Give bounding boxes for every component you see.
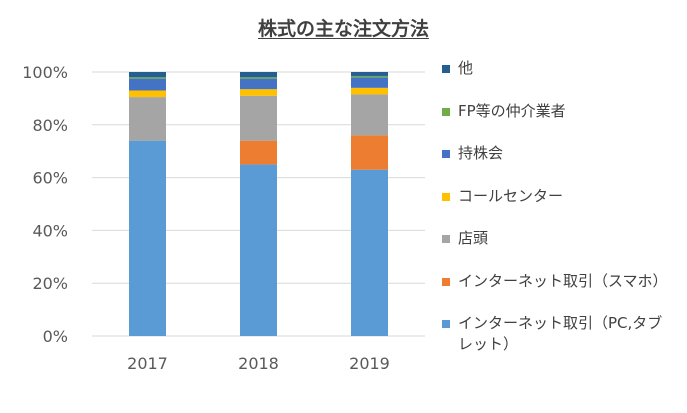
bar-segment-2017-2 — [129, 97, 166, 141]
legend-swatch — [442, 277, 450, 286]
bar-segment-2019-2 — [351, 94, 388, 136]
legend-swatch — [442, 107, 450, 116]
bar-segment-2017-4 — [129, 78, 166, 91]
bar-segment-2019-6 — [351, 72, 388, 76]
legend-swatch — [442, 320, 450, 328]
bar-segment-2019-3 — [351, 87, 388, 95]
legend-item: インターネット取引（PC,タブレット） — [442, 313, 682, 356]
x-tick-label: 2017 — [127, 354, 168, 373]
legend-label: インターネット取引（PC,タブレット） — [458, 314, 663, 353]
legend-label: FP等の仲介業者 — [458, 101, 566, 120]
bar-segment-2017-5 — [129, 77, 166, 79]
legend-label: 持株会 — [458, 144, 504, 162]
x-tick-label: 2019 — [349, 354, 390, 373]
legend-swatch — [442, 192, 450, 201]
bar-segment-2017-3 — [129, 90, 166, 98]
legend-swatch — [442, 235, 450, 243]
x-tick-label: 2018 — [238, 354, 279, 373]
bar-segment-2019-1 — [351, 135, 388, 170]
legend-item: コールセンター — [442, 186, 682, 229]
y-tick-label: 60% — [32, 169, 68, 188]
bar-segment-2017-0 — [129, 140, 166, 336]
legend-item: 持株会 — [442, 143, 682, 186]
bar-segment-2018-3 — [240, 89, 277, 96]
bar-segment-2018-2 — [240, 95, 277, 141]
legend-label: 店頭 — [458, 229, 489, 247]
bar-segment-2018-5 — [240, 77, 277, 79]
legend-item: 店頭 — [442, 228, 682, 271]
legend-label: 他 — [458, 59, 474, 77]
y-tick-label: 20% — [32, 274, 68, 293]
legend-item: FP等の仲介業者 — [442, 101, 682, 144]
bar-segment-2019-4 — [351, 77, 388, 88]
bar-segment-2017-6 — [129, 72, 166, 78]
bar-segment-2019-5 — [351, 75, 388, 78]
bar-segment-2018-4 — [240, 78, 277, 90]
bar-segment-2018-0 — [240, 164, 277, 336]
legend-label: コールセンター — [458, 186, 564, 205]
y-tick-label: 40% — [32, 221, 68, 240]
y-tick-label: 100% — [22, 63, 68, 82]
legend: 他 FP等の仲介業者 持株会コールセンター 店頭インターネット取引（スマホ） インターネ… — [442, 58, 682, 356]
legend-item: インターネット取引（スマホ） — [442, 271, 682, 314]
bar-segment-2019-0 — [351, 169, 388, 336]
legend-swatch — [442, 65, 450, 73]
legend-label: インターネット取引（スマホ） — [458, 271, 668, 290]
bar-segment-2018-1 — [240, 140, 277, 165]
legend-item: 他 — [442, 58, 682, 101]
chart-title: 株式の主な注文方法 — [257, 18, 429, 40]
legend-swatch — [442, 150, 450, 158]
y-tick-label: 0% — [43, 327, 68, 346]
y-tick-label: 80% — [32, 116, 68, 135]
bar-segment-2018-6 — [240, 72, 277, 78]
